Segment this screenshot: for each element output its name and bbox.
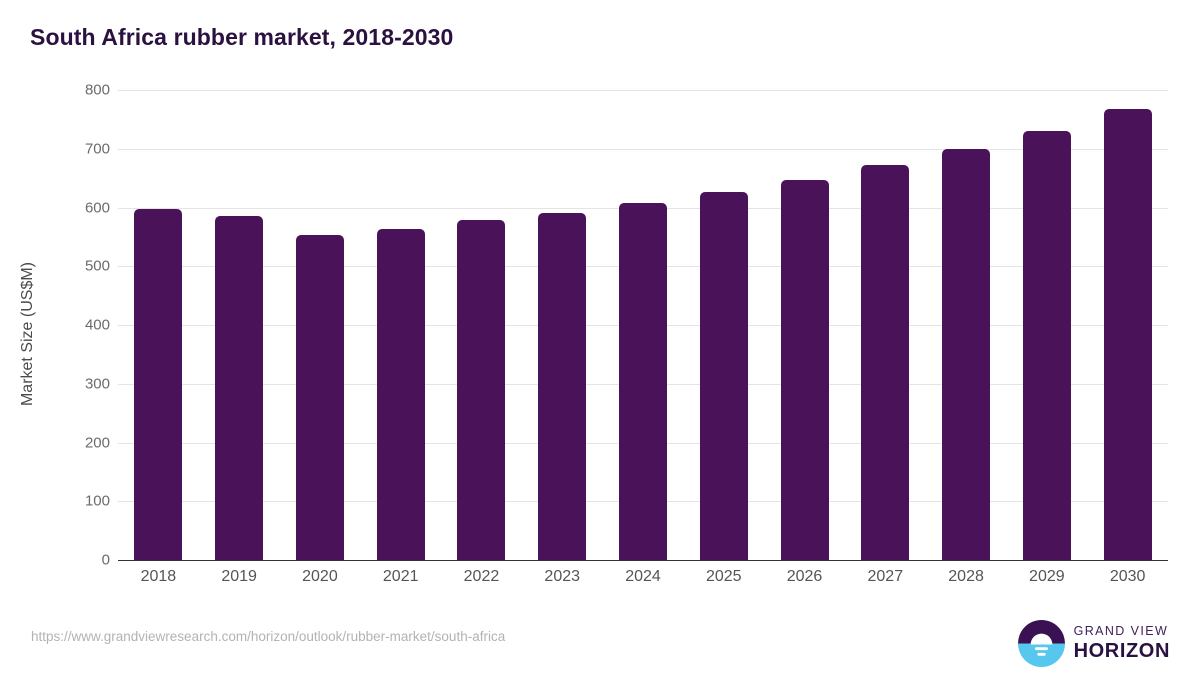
x-tick-label: 2027 <box>867 568 904 585</box>
x-tick-label: 2020 <box>302 568 338 585</box>
x-tick-label: 2025 <box>705 568 742 585</box>
bar-2028[interactable] <box>942 149 991 560</box>
bar-2027[interactable] <box>861 165 910 560</box>
y-tick-label: 400 <box>84 316 110 334</box>
y-axis-tick-labels: 0 100 200 300 400 500 600 700 800 <box>58 82 110 569</box>
x-tick-label: 2028 <box>948 568 984 585</box>
bar-2024[interactable] <box>619 202 667 560</box>
bar-2026[interactable] <box>780 179 829 560</box>
x-tick-label: 2021 <box>382 568 419 585</box>
bar-2021[interactable] <box>376 228 425 560</box>
y-tick-label: 200 <box>84 434 110 451</box>
bar-2019[interactable] <box>215 215 264 560</box>
logo-text-grand-view: GRAND VIEW <box>1073 624 1169 639</box>
x-tick-label: 2018 <box>140 568 177 585</box>
bar-series <box>118 90 1168 560</box>
bar-2029[interactable] <box>1022 130 1071 560</box>
y-tick-label: 300 <box>84 375 110 393</box>
x-tick-label: 2022 <box>463 568 500 585</box>
y-tick-label: 100 <box>84 492 110 510</box>
grand-view-horizon-logo-icon <box>1017 619 1065 667</box>
y-tick-label: 800 <box>84 81 110 99</box>
bar-2022[interactable] <box>457 220 506 560</box>
gridline <box>118 560 1168 561</box>
y-axis-title: Market Size (US$M) <box>19 261 36 407</box>
y-tick-label: 700 <box>84 140 110 158</box>
x-tick-label: 2024 <box>625 568 661 585</box>
x-tick-label: 2029 <box>1029 568 1065 585</box>
x-tick-label: 2026 <box>786 568 823 585</box>
brand-logo: GRAND VIEW HORIZON <box>1017 619 1170 667</box>
bar-2020[interactable] <box>295 234 344 560</box>
bar-2023[interactable] <box>538 212 587 560</box>
x-tick-label: 2023 <box>544 568 581 585</box>
y-tick-label: 0 <box>101 551 110 569</box>
y-tick-label: 500 <box>84 257 110 275</box>
bar-2030[interactable] <box>1103 109 1152 560</box>
logo-text-horizon: HORIZON <box>1073 639 1170 662</box>
x-axis-tick-labels: 2018 2019 2020 2021 2022 2023 2024 2025 2026 2027… <box>118 568 1168 594</box>
gridline <box>118 148 1168 150</box>
logo-wordmark: GRAND VIEW HORIZON <box>1074 625 1170 661</box>
plot-area <box>118 90 1168 561</box>
x-tick-label: 2030 <box>1109 568 1146 585</box>
source-url[interactable]: https://www.grandviewresearch.com/horizo… <box>31 629 506 644</box>
bar-2025[interactable] <box>699 191 748 560</box>
gridline <box>118 90 1168 91</box>
x-tick-label: 2019 <box>221 568 257 585</box>
bar-2018[interactable] <box>134 209 183 560</box>
page-title: South Africa rubber market, 2018-2030 <box>30 24 454 50</box>
y-tick-label: 600 <box>84 199 110 216</box>
